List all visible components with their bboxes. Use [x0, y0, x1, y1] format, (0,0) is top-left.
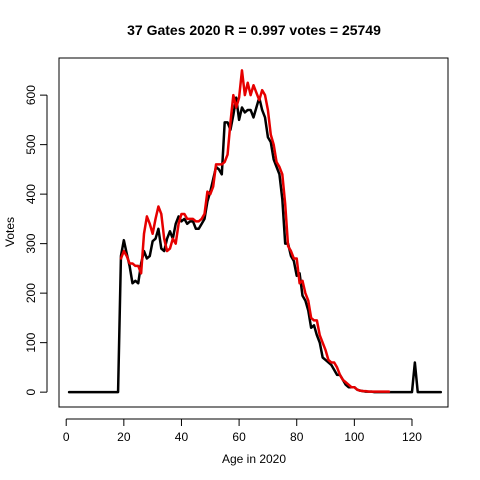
x-tick-label: 120 [402, 430, 422, 444]
x-tick-label: 100 [344, 430, 364, 444]
x-tick-label: 40 [175, 430, 189, 444]
y-tick-label: 100 [24, 332, 38, 352]
series-line-red [119, 69, 391, 393]
chart-title: 37 Gates 2020 R = 0.997 votes = 25749 [127, 22, 381, 38]
x-axis: 0 20 40 60 80 100 120 [63, 418, 422, 444]
plot-frame [58, 57, 449, 408]
y-tick-label: 200 [24, 283, 38, 303]
x-tick-label: 20 [117, 430, 131, 444]
x-tick-label: 80 [290, 430, 304, 444]
y-tick-label: 0 [24, 388, 38, 395]
y-tick-label: 500 [24, 134, 38, 154]
y-tick-label: 400 [24, 184, 38, 204]
y-axis-label: Votes [3, 217, 17, 247]
series-layer [67, 69, 443, 394]
y-tick-label: 300 [24, 233, 38, 253]
y-axis: 0 100 200 300 400 500 600 [24, 85, 48, 395]
x-tick-label: 60 [232, 430, 246, 444]
y-tick-label: 600 [24, 85, 38, 105]
x-tick-label: 0 [63, 430, 70, 444]
x-axis-label: Age in 2020 [222, 452, 286, 466]
series-line-black [67, 96, 443, 394]
